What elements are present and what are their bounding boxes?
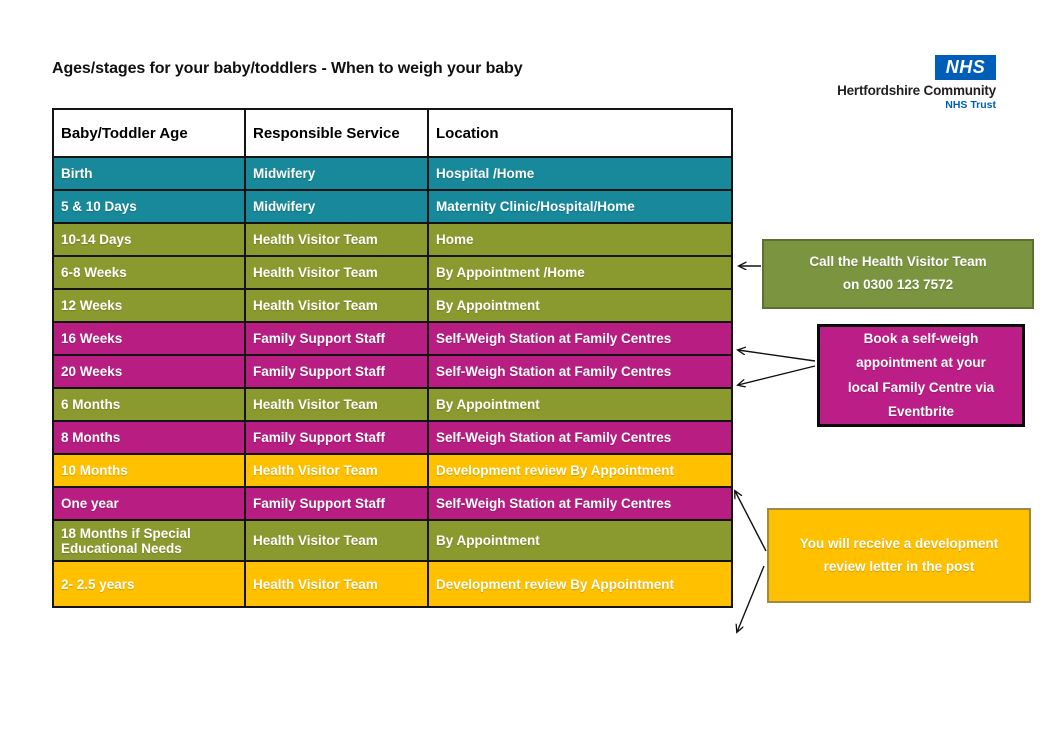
table-row-10-14-days: 10-14 Days Health Visitor Team Home (52, 222, 733, 257)
callout-line: review letter in the post (823, 558, 975, 574)
cell-location: By Appointment (427, 288, 733, 323)
cell-location: Hospital /Home (427, 156, 733, 191)
cell-location: By Appointment (427, 387, 733, 422)
table-row-16-weeks: 16 Weeks Family Support Staff Self-Weigh… (52, 321, 733, 356)
callout-line: You will receive a development (799, 535, 999, 551)
cell-age: 5 & 10 Days (52, 189, 246, 224)
table-row-10-months: 10 Months Health Visitor Team Developmen… (52, 453, 733, 488)
cell-age: 16 Weeks (52, 321, 246, 356)
nhs-logo-icon: NHS (935, 55, 996, 80)
cell-location: By Appointment /Home (427, 255, 733, 290)
cell-service: Family Support Staff (244, 420, 429, 455)
table-row-8-months: 8 Months Family Support Staff Self-Weigh… (52, 420, 733, 455)
arrow-to-16-weeks-row (738, 350, 816, 362)
table-row-12-weeks: 12 Weeks Health Visitor Team By Appointm… (52, 288, 733, 323)
cell-location: Home (427, 222, 733, 257)
cell-service: Health Visitor Team (244, 222, 429, 257)
cell-age: 18 Months if Special Educational Needs (52, 519, 246, 562)
arrow-to-2-years-row (737, 565, 765, 632)
callout-development-review-letter: You will receive a development review le… (767, 508, 1031, 603)
callout-line: Call the Health Visitor Team (809, 254, 987, 270)
cell-age: 2- 2.5 years (52, 560, 246, 608)
cell-age: 10-14 Days (52, 222, 246, 257)
callout-line: on 0300 123 7572 (842, 277, 954, 292)
cell-location: Self-Weigh Station at Family Centres (427, 420, 733, 455)
cell-location: Self-Weigh Station at Family Centres (427, 486, 733, 521)
cell-service: Health Visitor Team (244, 255, 429, 290)
cell-service: Health Visitor Team (244, 453, 429, 488)
nhs-org-name: Hertfordshire Community (837, 83, 996, 98)
callout-health-visitor-phone: Call the Health Visitor Team on 0300 123… (762, 239, 1034, 309)
cell-age: 10 Months (52, 453, 246, 488)
cell-age: 6 Months (52, 387, 246, 422)
cell-location: Development review By Appointment (427, 560, 733, 608)
table-row-6-8-weeks: 6-8 Weeks Health Visitor Team By Appoint… (52, 255, 733, 290)
cell-location: Self-Weigh Station at Family Centres (427, 321, 733, 356)
cell-service: Midwifery (244, 156, 429, 191)
table-row-20-weeks: 20 Weeks Family Support Staff Self-Weigh… (52, 354, 733, 389)
callout-line: local Family Centre via (847, 379, 995, 395)
cell-service: Health Visitor Team (244, 519, 429, 562)
cell-service: Family Support Staff (244, 486, 429, 521)
col-header-age: Baby/Toddler Age (52, 108, 246, 158)
callout-self-weigh-booking: Book a self-weigh appointment at your lo… (817, 324, 1025, 427)
table-row-2-2-5-years: 2- 2.5 years Health Visitor Team Develop… (52, 560, 733, 608)
callout-line: Book a self-weigh (863, 330, 979, 346)
cell-location: Development review By Appointment (427, 453, 733, 488)
cell-service: Health Visitor Team (244, 288, 429, 323)
cell-service: Family Support Staff (244, 354, 429, 389)
cell-age: 12 Weeks (52, 288, 246, 323)
cell-location: By Appointment (427, 519, 733, 562)
table-row-5-10-days: 5 & 10 Days Midwifery Maternity Clinic/H… (52, 189, 733, 224)
cell-age: 8 Months (52, 420, 246, 455)
table-row-18-months-sen: 18 Months if Special Educational Needs H… (52, 519, 733, 562)
nhs-trust-label: NHS Trust (945, 99, 996, 111)
cell-service: Health Visitor Team (244, 387, 429, 422)
col-header-service: Responsible Service (244, 108, 429, 158)
table-row-one-year: One year Family Support Staff Self-Weigh… (52, 486, 733, 521)
col-header-location: Location (427, 108, 733, 158)
cell-service: Midwifery (244, 189, 429, 224)
cell-age: 6-8 Weeks (52, 255, 246, 290)
weigh-schedule-table: Baby/Toddler Age Responsible Service Loc… (52, 108, 733, 608)
arrow-to-20-weeks-row (738, 365, 816, 385)
table-header-row: Baby/Toddler Age Responsible Service Loc… (52, 108, 733, 158)
callout-line: Eventbrite (887, 403, 955, 419)
cell-service: Health Visitor Team (244, 560, 429, 608)
cell-age: Birth (52, 156, 246, 191)
cell-age: 20 Weeks (52, 354, 246, 389)
cell-location: Self-Weigh Station at Family Centres (427, 354, 733, 389)
table-row-6-months: 6 Months Health Visitor Team By Appointm… (52, 387, 733, 422)
table-row-birth: Birth Midwifery Hospital /Home (52, 156, 733, 191)
cell-age: One year (52, 486, 246, 521)
cell-service: Family Support Staff (244, 321, 429, 356)
nhs-logo: NHS Hertfordshire Community NHS Trust (736, 55, 996, 111)
callout-line: appointment at your (856, 355, 986, 371)
cell-location: Maternity Clinic/Hospital/Home (427, 189, 733, 224)
page-title: Ages/stages for your baby/toddlers - Whe… (52, 60, 523, 77)
arrow-to-10-months-row (735, 491, 767, 552)
